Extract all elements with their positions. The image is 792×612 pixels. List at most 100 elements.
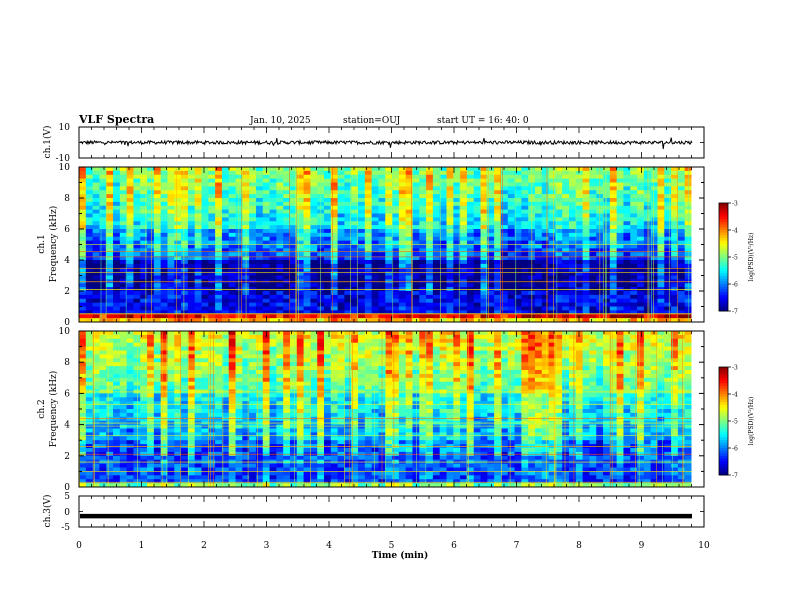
spectrogram-cell xyxy=(446,358,454,363)
spectrogram-cell xyxy=(582,338,590,344)
spectrogram-cell xyxy=(255,190,264,195)
spectrogram-cell xyxy=(507,225,515,230)
spectrogram-cell xyxy=(398,260,407,265)
spectrogram-cell xyxy=(126,331,134,336)
spectrogram-cell xyxy=(432,260,441,265)
spectrogram-cell xyxy=(637,294,645,300)
spectrogram-cell xyxy=(575,186,584,191)
spectrogram-cell xyxy=(426,331,434,336)
spectrogram-cell xyxy=(534,354,543,359)
spectrogram-cell xyxy=(364,373,373,379)
spectrogram-cell xyxy=(262,174,270,180)
spectrogram-cell xyxy=(385,194,393,199)
spectrogram-cell xyxy=(262,342,270,347)
spectrogram-cell xyxy=(405,244,413,249)
spectrogram-cell xyxy=(344,291,352,296)
spectrogram-cell xyxy=(181,310,189,315)
spectrogram-cell xyxy=(371,334,379,340)
spectrogram-cell xyxy=(616,182,624,187)
spectrogram-cell xyxy=(398,252,407,257)
spectrogram-cell xyxy=(330,201,339,207)
spectrogram-cell xyxy=(378,217,386,222)
spectrogram-cell xyxy=(616,283,624,288)
spectrogram-cell xyxy=(589,302,597,307)
spectrogram-cell xyxy=(677,366,686,371)
spectrogram-cell xyxy=(249,291,257,296)
spectrogram-cell xyxy=(167,294,175,300)
spectrogram-cell xyxy=(269,217,277,222)
spectrogram-cell xyxy=(637,306,645,311)
spectrogram-cell xyxy=(630,252,638,257)
spectrogram-cell xyxy=(664,217,672,222)
spectrogram-cell xyxy=(174,263,182,269)
spectrogram-cell xyxy=(582,260,590,265)
spectrogram-cell xyxy=(153,342,162,347)
spectrogram-cell xyxy=(677,334,686,340)
spectrogram-cell xyxy=(344,366,352,371)
spectrogram-cell xyxy=(194,306,202,311)
spectrogram-cell xyxy=(548,381,556,386)
spectrogram-cell xyxy=(432,381,441,386)
spectrogram-cell xyxy=(562,244,570,249)
spectrogram-cell xyxy=(643,178,652,183)
spectrogram-cell xyxy=(140,354,148,359)
spectrogram-cell xyxy=(616,370,624,375)
spectrogram-cell xyxy=(208,306,216,311)
spectrogram-cell xyxy=(344,306,352,311)
spectrogram-cell xyxy=(426,362,434,367)
spectrogram-cell xyxy=(507,298,515,304)
spectrogram-cell xyxy=(432,271,441,276)
spectrogram-cell xyxy=(426,190,434,195)
spectrogram-cell xyxy=(582,346,590,351)
spectrogram-cell xyxy=(460,362,468,367)
spectrogram-cell xyxy=(637,170,645,176)
spectrogram-cell xyxy=(500,271,509,276)
spectrogram-cell xyxy=(330,291,339,296)
spectrogram-cell xyxy=(378,209,386,214)
spectrogram-cell xyxy=(650,236,658,242)
spectrogram-cell xyxy=(623,306,631,311)
spectrogram-cell xyxy=(589,252,597,257)
spectrogram-cell xyxy=(106,267,114,273)
spectrogram-cell xyxy=(473,198,481,203)
spectrogram-cell xyxy=(432,178,441,183)
spectrogram-cell xyxy=(500,263,509,269)
spectrogram-cell xyxy=(371,377,379,383)
spectrogram-cell xyxy=(215,236,223,242)
spectrogram-cell xyxy=(521,362,529,367)
spectrogram-cell xyxy=(147,260,155,265)
spectrogram-cell xyxy=(201,283,209,288)
spectrogram-cell xyxy=(378,174,386,180)
spectrogram-cell xyxy=(113,174,121,180)
spectrogram-cell xyxy=(147,331,155,336)
spectrogram-cell xyxy=(616,310,624,315)
spectrogram-cell xyxy=(92,275,100,280)
spectrogram-cell xyxy=(589,381,597,386)
spectrogram-cell xyxy=(364,271,373,276)
spectrogram-cell xyxy=(99,358,107,363)
spectrogram-cell xyxy=(555,248,563,253)
spectrogram-cell xyxy=(521,178,529,183)
spectrogram-cell xyxy=(684,209,692,214)
spectrogram-cell xyxy=(187,190,196,195)
spectrogram-cell xyxy=(215,205,223,211)
spectrogram-cell xyxy=(85,170,94,176)
spectrogram-cell xyxy=(569,331,577,336)
spectrogram-cell xyxy=(140,178,148,183)
spectrogram-cell xyxy=(603,334,611,340)
spectrogram-cell xyxy=(174,314,182,319)
spectrogram-cell xyxy=(432,186,441,191)
spectrogram-cell xyxy=(569,198,577,203)
spectrogram-cell xyxy=(147,252,155,257)
spectrogram-cell xyxy=(548,358,556,363)
spectrogram-cell xyxy=(140,331,148,336)
spectrogram-cell xyxy=(616,217,624,222)
spectrogram-cell xyxy=(432,283,441,288)
spectrogram-cell xyxy=(460,190,468,195)
spectrogram-cell xyxy=(657,381,665,386)
spectrogram-cell xyxy=(487,263,495,269)
spectrogram-cell xyxy=(419,334,427,340)
spectrogram-cell xyxy=(392,263,400,269)
spectrogram-cell xyxy=(310,377,318,383)
spectrogram-cell xyxy=(643,373,652,379)
